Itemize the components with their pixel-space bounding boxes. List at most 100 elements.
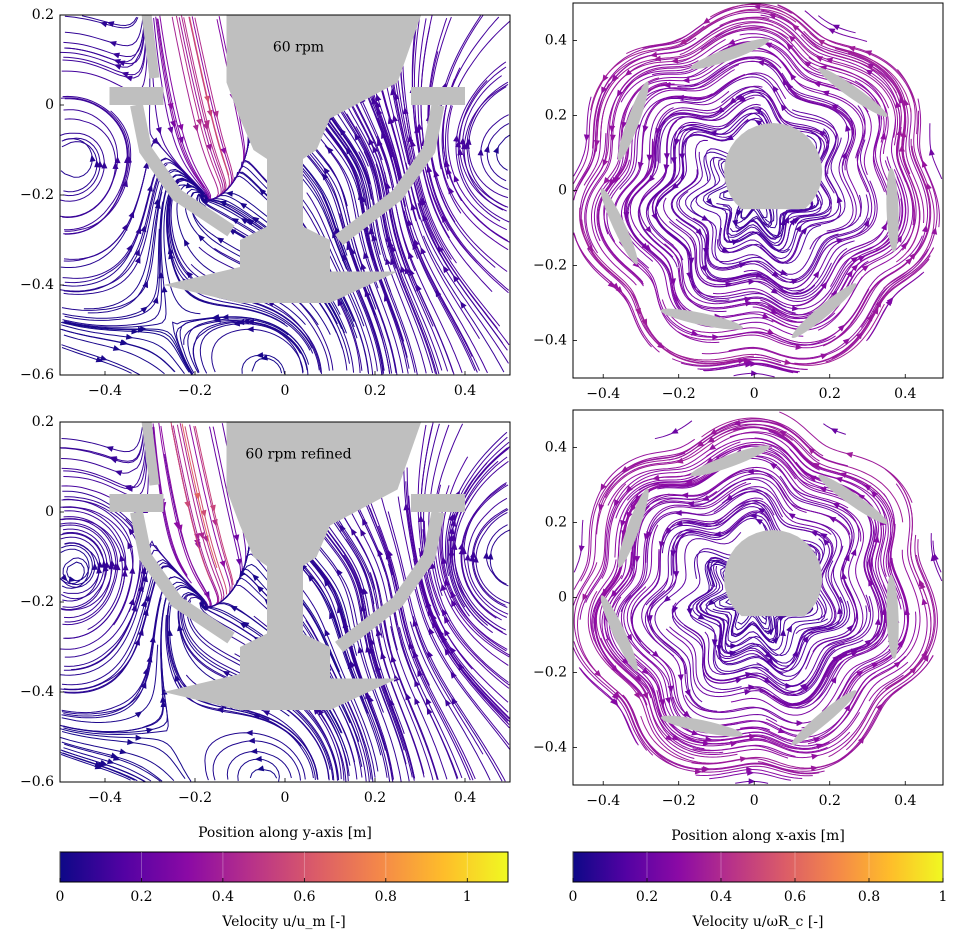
- streamline-arrow: [658, 541, 665, 549]
- arm: [130, 510, 235, 644]
- streamline-arrow: [106, 21, 115, 27]
- streamline-arrow: [813, 270, 820, 279]
- streamline-arrow: [874, 617, 881, 626]
- streamline-arrow: [470, 550, 477, 558]
- x-tick-label: 0.2: [130, 889, 152, 905]
- streamline-arrow: [688, 257, 695, 265]
- streamline-arrow: [428, 627, 435, 636]
- streamline-arrow: [445, 167, 452, 175]
- streamline-arrow: [697, 613, 706, 620]
- streamline-arrow: [459, 137, 466, 145]
- streamline-arrow: [225, 190, 233, 197]
- streamline-arrow: [582, 593, 589, 602]
- streamline-arrow: [681, 492, 689, 499]
- streamline-arrow: [405, 692, 412, 701]
- streamline-arrow: [832, 24, 840, 31]
- streamline-arrow: [412, 619, 419, 627]
- blade: [690, 445, 770, 477]
- streamline-arrow: [623, 211, 630, 220]
- streamline-arrow: [122, 563, 129, 571]
- blade: [660, 308, 743, 330]
- streamline-arrow: [262, 710, 271, 716]
- streamline-arrow: [613, 174, 621, 183]
- streamline-arrow: [744, 689, 752, 696]
- streamline-arrow: [642, 692, 648, 700]
- streamline-arrow: [152, 296, 159, 304]
- streamline: [61, 141, 98, 193]
- streamline-arrow: [413, 238, 420, 247]
- streamline-arrow: [256, 765, 265, 772]
- streamline-arrow: [68, 576, 77, 583]
- streamline-arrow: [233, 534, 240, 542]
- streamline-arrow: [448, 548, 455, 556]
- streamline-arrow: [921, 224, 928, 233]
- streamline-arrow: [202, 535, 209, 543]
- streamline-arrow: [121, 223, 128, 232]
- streamline-arrow: [252, 573, 260, 582]
- streamline-arrow: [685, 479, 693, 486]
- streamline-arrow: [645, 225, 652, 234]
- streamline-arrow: [260, 354, 268, 361]
- streamline-arrow: [788, 35, 796, 43]
- streamline-arrow: [254, 755, 262, 762]
- streamline-arrow: [601, 588, 609, 596]
- streamline-arrow: [106, 446, 114, 452]
- streamline-arrow: [601, 86, 607, 95]
- x-axis-label: Position along x-axis [m]: [671, 828, 845, 844]
- streamline: [60, 728, 192, 782]
- streamline-arrow: [766, 328, 775, 335]
- streamline-arrow: [204, 95, 210, 104]
- streamline-arrow: [219, 560, 226, 568]
- streamline-arrow: [748, 778, 756, 785]
- streamline-arrow: [251, 216, 260, 224]
- streamline-arrow: [177, 123, 184, 132]
- streamline-arrow: [780, 218, 787, 226]
- streamline-arrow: [652, 474, 660, 481]
- streamline-arrow: [125, 75, 133, 82]
- streamline-arrow: [134, 248, 140, 257]
- streamline-arrow: [721, 246, 729, 253]
- streamline-arrow: [451, 697, 458, 705]
- streamline-arrow: [802, 635, 809, 644]
- streamline-arrow: [909, 252, 917, 260]
- streamline-arrow: [757, 507, 766, 515]
- streamline-arrow: [240, 217, 249, 225]
- streamline: [724, 198, 903, 320]
- streamline-arrow: [730, 740, 738, 747]
- streamline-arrow: [611, 698, 619, 707]
- streamline-arrow: [427, 650, 434, 659]
- streamline-arrow: [469, 554, 476, 562]
- blade: [791, 283, 857, 339]
- streamline-arrow: [621, 657, 629, 665]
- streamline: [654, 420, 693, 440]
- streamline-arrow: [784, 359, 792, 365]
- streamline-arrow: [602, 74, 609, 82]
- x-tick-label: 1: [463, 889, 472, 905]
- streamline-arrow: [127, 739, 135, 746]
- streamline-arrow: [810, 765, 819, 772]
- streamline-arrow: [113, 64, 122, 70]
- streamline-arrow: [764, 42, 773, 49]
- streamline-arrow: [329, 611, 335, 620]
- streamline-arrow: [246, 326, 254, 333]
- streamline-arrow: [864, 639, 872, 647]
- streamline-arrow: [450, 513, 456, 521]
- streamline-arrow: [808, 447, 816, 455]
- streamline-arrow: [176, 524, 183, 532]
- streamline-arrow: [767, 628, 775, 636]
- streamline-arrow: [673, 571, 680, 579]
- x-tick-label: 0.4: [710, 889, 732, 905]
- shaft: [163, 15, 422, 303]
- streamline: [447, 105, 508, 231]
- streamline-arrow: [881, 607, 888, 616]
- streamline-arrow: [900, 241, 908, 250]
- streamline-arrow: [112, 345, 121, 351]
- streamline-arrow: [443, 616, 450, 624]
- streamline-arrow: [909, 666, 917, 674]
- x-tick-label: −0.4: [586, 793, 620, 809]
- streamline-arrow: [845, 124, 851, 132]
- streamline-arrow: [420, 247, 427, 255]
- streamline-arrow: [786, 82, 794, 91]
- x-tick-label: −0.2: [662, 386, 696, 402]
- streamline-arrow: [736, 94, 744, 101]
